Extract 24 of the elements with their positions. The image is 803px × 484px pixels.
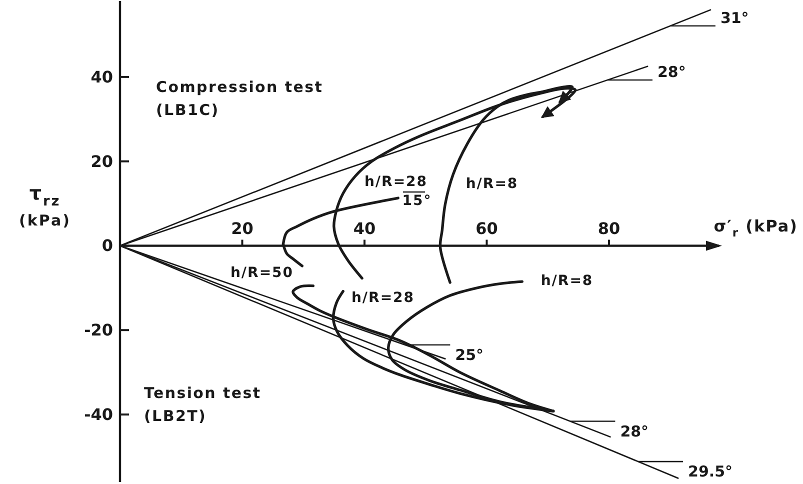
x-tick-label: 20: [231, 219, 254, 238]
annotation: 28°: [657, 62, 686, 81]
annotation: 29.5°: [688, 462, 733, 481]
annotation: h/R=28: [351, 290, 415, 306]
x-tick-label: 60: [476, 219, 498, 238]
y-tick-label: 0: [102, 236, 113, 256]
y-tick-label: -40: [84, 404, 113, 424]
annotation: Tension test (LB2T): [144, 384, 262, 425]
annotation: 25°: [455, 346, 484, 364]
y-axis-title: τ$_{rz}$ (kPa): [19, 182, 71, 230]
x-tick-label: 80: [598, 219, 620, 238]
y-tick-label: 20: [90, 152, 113, 171]
x-tick-label: 40: [353, 219, 376, 238]
y-tick-label: 40: [90, 67, 113, 86]
annotation: 28°: [620, 422, 649, 440]
annotation: h/R=8: [466, 176, 518, 192]
x-axis-title: σ′$_{r}$ (kPa): [714, 216, 798, 240]
annotation: h/R=50: [230, 265, 294, 281]
annotation: Compression test (LB1C): [156, 78, 324, 119]
annotation: 15°: [402, 193, 432, 209]
y-tick-label: -20: [84, 320, 113, 340]
annotation: h/R=8: [540, 273, 594, 289]
text: 31°: [720, 8, 749, 27]
annotation: h/R=28: [364, 174, 428, 190]
